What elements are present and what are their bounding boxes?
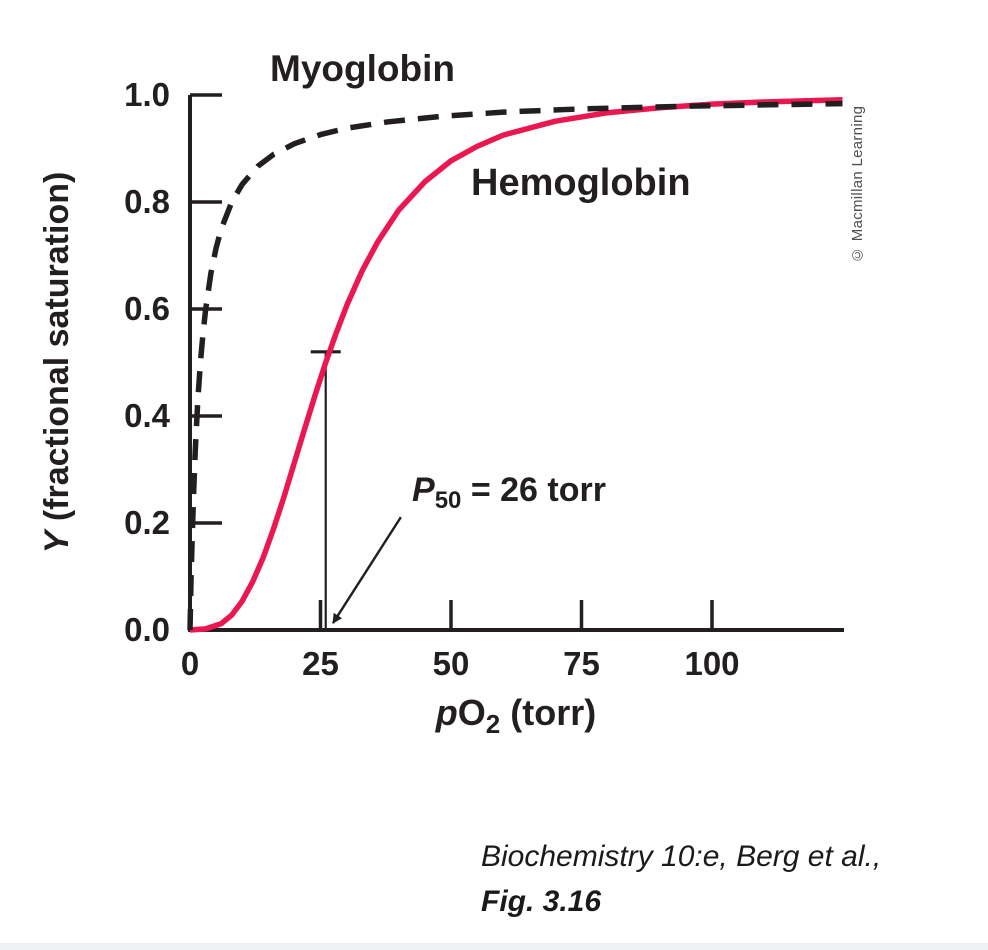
myoglobin-curve	[187, 100, 843, 631]
x-axis-variable: p	[435, 692, 458, 733]
y-tick-label: 0.6	[124, 290, 170, 327]
y-tick-label: 0.4	[124, 397, 170, 434]
x-tick-label: 0	[180, 645, 200, 682]
slide-edge-strip	[0, 943, 988, 950]
caption-source-line: Biochemistry 10:e, Berg et al.,	[481, 840, 882, 873]
x-tick-label: 50	[432, 645, 470, 682]
y-axis-title: Y (fractional saturation)	[38, 95, 77, 630]
y-axis-variable: Y	[38, 530, 76, 554]
x-tick-label: 100	[684, 645, 740, 682]
p50-subscript: 50	[434, 487, 462, 514]
p50-symbol: P	[412, 471, 435, 509]
caption-figure-number: Fig. 3.16	[481, 885, 602, 918]
macmillan-copyright: © Macmillan Learning	[849, 105, 866, 263]
p50-annotation: P50 = 26 torr	[412, 471, 606, 513]
source-caption: Biochemistry 10:e, Berg et al., Fig. 3.1…	[481, 839, 881, 920]
x-axis-subscript: 2	[485, 709, 501, 739]
hemoglobin-curve-label: Hemoglobin	[471, 162, 691, 204]
x-axis-title-rest: (torr)	[500, 692, 597, 733]
y-tick-label: 0.2	[124, 504, 170, 541]
p50-value: = 26 torr	[461, 471, 606, 509]
x-axis-title: pO2 (torr)	[386, 692, 646, 737]
x-tick-label: 25	[302, 645, 339, 682]
x-axis-o2: O	[457, 692, 486, 733]
hemoglobin-curve	[189, 97, 843, 633]
x-tick-label: 75	[563, 645, 600, 682]
oxygen-binding-chart	[187, 93, 844, 633]
y-tick-label: 0.0	[124, 611, 170, 648]
y-tick-label: 1.0	[124, 76, 170, 113]
myoglobin-curve-label: Myoglobin	[270, 48, 455, 89]
y-axis-title-rest: (fractional saturation)	[38, 171, 76, 531]
p50-arrow	[332, 516, 402, 624]
y-tick-label: 0.8	[124, 183, 170, 220]
